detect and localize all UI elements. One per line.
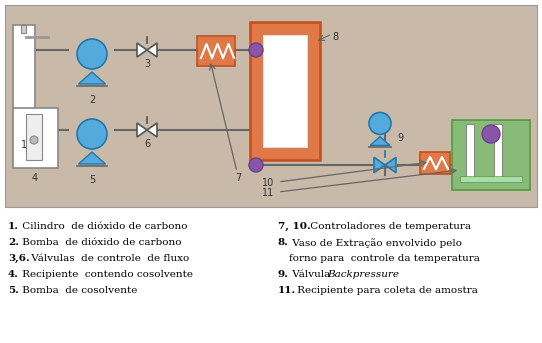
Text: Recipiente  contendo cosolvente: Recipiente contendo cosolvente xyxy=(19,270,193,279)
Bar xyxy=(13,108,58,168)
Text: 2.: 2. xyxy=(8,238,19,247)
Text: 2: 2 xyxy=(89,95,95,105)
Circle shape xyxy=(369,113,391,134)
Text: 8.: 8. xyxy=(278,238,289,247)
Bar xyxy=(250,22,320,160)
Bar xyxy=(460,176,522,182)
Text: 4: 4 xyxy=(32,173,38,183)
Bar xyxy=(21,25,26,33)
Circle shape xyxy=(77,119,107,149)
Bar xyxy=(420,152,450,174)
Circle shape xyxy=(249,43,263,57)
Polygon shape xyxy=(374,157,385,173)
Circle shape xyxy=(482,125,500,143)
Bar xyxy=(452,120,530,190)
Bar xyxy=(494,124,502,178)
Polygon shape xyxy=(370,137,390,145)
Bar xyxy=(197,36,235,66)
Bar xyxy=(26,114,42,160)
Polygon shape xyxy=(79,152,106,164)
Bar xyxy=(5,5,537,207)
Text: 1.: 1. xyxy=(8,222,19,231)
Circle shape xyxy=(77,39,107,69)
Text: Recipiente para coleta de amostra: Recipiente para coleta de amostra xyxy=(294,286,478,295)
Text: Bomba  de cosolvente: Bomba de cosolvente xyxy=(19,286,137,295)
Text: 9.: 9. xyxy=(278,270,289,279)
Text: 3: 3 xyxy=(144,59,150,69)
Bar xyxy=(263,35,307,147)
Text: 10: 10 xyxy=(262,178,274,188)
Polygon shape xyxy=(137,123,147,137)
Polygon shape xyxy=(79,72,106,84)
Text: 7, 10.: 7, 10. xyxy=(278,222,311,231)
Bar xyxy=(13,25,35,165)
Text: 5: 5 xyxy=(89,175,95,185)
Text: Controladores de temperatura: Controladores de temperatura xyxy=(307,222,471,231)
Text: 11: 11 xyxy=(262,188,274,198)
Circle shape xyxy=(30,136,38,144)
Text: Bomba  de dióxido de carbono: Bomba de dióxido de carbono xyxy=(19,238,182,247)
Text: 9: 9 xyxy=(397,133,403,143)
Text: 8: 8 xyxy=(332,32,338,42)
Text: 5.: 5. xyxy=(8,286,19,295)
Text: Vaso de Extração envolvido pelo: Vaso de Extração envolvido pelo xyxy=(289,238,462,248)
Text: 11.: 11. xyxy=(278,286,296,295)
Text: Cilindro  de dióxido de carbono: Cilindro de dióxido de carbono xyxy=(19,222,188,231)
Polygon shape xyxy=(385,157,396,173)
Text: Backpressure: Backpressure xyxy=(327,270,399,279)
Polygon shape xyxy=(147,123,157,137)
Text: 7: 7 xyxy=(235,173,241,183)
Text: 3,6.: 3,6. xyxy=(8,254,30,263)
Bar xyxy=(466,124,474,178)
Text: 1: 1 xyxy=(21,140,27,150)
Polygon shape xyxy=(147,43,157,57)
Text: Válvulas  de controle  de fluxo: Válvulas de controle de fluxo xyxy=(28,254,189,263)
Circle shape xyxy=(249,158,263,172)
Text: forno para  controle da temperatura: forno para controle da temperatura xyxy=(289,254,480,263)
Text: 4.: 4. xyxy=(8,270,19,279)
Polygon shape xyxy=(137,43,147,57)
Text: 6: 6 xyxy=(144,139,150,149)
Text: Válvula: Válvula xyxy=(289,270,333,279)
